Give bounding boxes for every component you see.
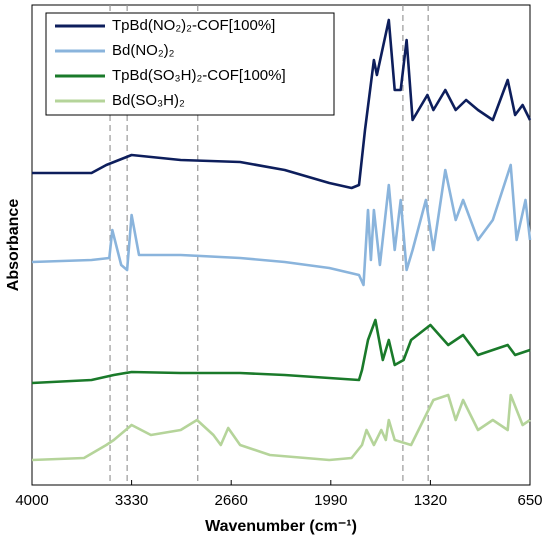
spectrum-line [31, 163, 532, 287]
legend-label: Bd(NO₂)₂ [112, 42, 175, 59]
y-axis-title: Absorbance [5, 199, 22, 292]
spectrum-line [32, 18, 532, 190]
legend-label: TpBd(SO₃H)₂-COF[100%] [112, 67, 286, 84]
x-tick-label: 650 [517, 492, 542, 509]
x-tick-label: 2660 [215, 492, 248, 509]
legend-box [45, 12, 335, 116]
spectrum-line [31, 393, 531, 462]
plot-frame [31, 4, 531, 486]
spectrum-line [31, 318, 531, 385]
x-axis-title: Wavenumber (cm⁻¹) [205, 518, 357, 535]
legend-label: Bd(SO₃H)₂ [112, 92, 185, 109]
x-tick-label: 1990 [314, 492, 347, 509]
x-tick-label: 3330 [115, 492, 148, 509]
x-tick-label: 4000 [15, 492, 48, 509]
legend-label: TpBd(NO₂)₂-COF[100%] [112, 17, 275, 34]
x-tick-label: 1320 [414, 492, 447, 509]
